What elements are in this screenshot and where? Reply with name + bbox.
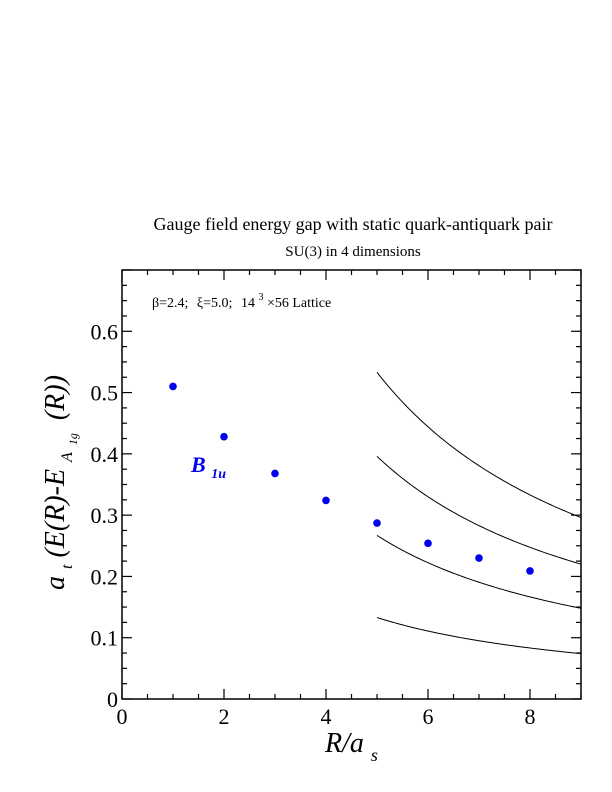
reference-curve [376,534,582,609]
lattice-exp: 3 [258,292,263,303]
y-tick-label: 0.3 [91,503,119,528]
reference-curve [376,617,582,655]
y-label-e-sub: A [59,452,76,463]
x-axis-label: R/a s [324,728,378,765]
lattice-annotation: β=2.4; ξ=5.0; 14 3 ×56 Lattice [152,289,331,311]
x-axis-label-sub: s [371,745,378,765]
data-point [526,567,534,575]
y-axis-label: a t (E(R)-E A 1g (R)) [40,375,84,590]
reference-curve [376,372,582,519]
data-point [424,539,432,548]
x-tick-label: 6 [423,704,434,729]
x-tick-label: 0 [117,704,128,729]
reference-curves [376,372,582,655]
y-label-body: (E(R)-E [40,469,71,558]
x-tick-label: 4 [321,704,332,729]
y-label-prefix-sub: t [59,564,76,569]
chart-subtitle: SU(3) in 4 dimensions [285,244,421,260]
lattice-rest: ×56 Lattice [267,296,331,311]
data-point [220,432,228,441]
data-point [271,469,279,478]
y-label-e-subsub: 1g [66,433,80,445]
y-tick-label: 0.6 [91,319,119,344]
xi-value: ξ=5.0; [197,296,233,311]
data-point [475,554,483,562]
data-point [373,519,381,527]
x-tick-label: 2 [219,704,230,729]
x-tick-labels: 0 2 4 6 8 [117,704,536,729]
x-axis-label-main: R/a [324,728,364,759]
data-point [169,382,177,391]
y-tick-label: 0.2 [91,564,119,589]
beta-value: β=2.4; [152,296,188,311]
y-tick-label: 0.1 [91,626,119,651]
series-name: B [190,452,206,477]
y-tick-label: 0.5 [91,381,119,406]
y-tick-label: 0 [107,687,118,712]
y-label-prefix: a [40,576,71,590]
chart-title: Gauge field energy gap with static quark… [153,214,552,234]
series-label: B 1u [190,452,226,482]
series-points [169,382,534,575]
reference-curve [376,455,582,565]
plot-frame [121,269,582,700]
series-name-sub: 1u [211,467,226,482]
y-label-tail: (R)) [40,375,71,420]
lattice-base: 14 [241,296,255,311]
axis-ticks [121,269,582,700]
x-tick-label: 8 [525,704,536,729]
data-point [322,496,330,505]
y-tick-label: 0.4 [91,442,119,467]
y-tick-labels: 0 0.1 0.2 0.3 0.4 0.5 0.6 [91,319,119,712]
